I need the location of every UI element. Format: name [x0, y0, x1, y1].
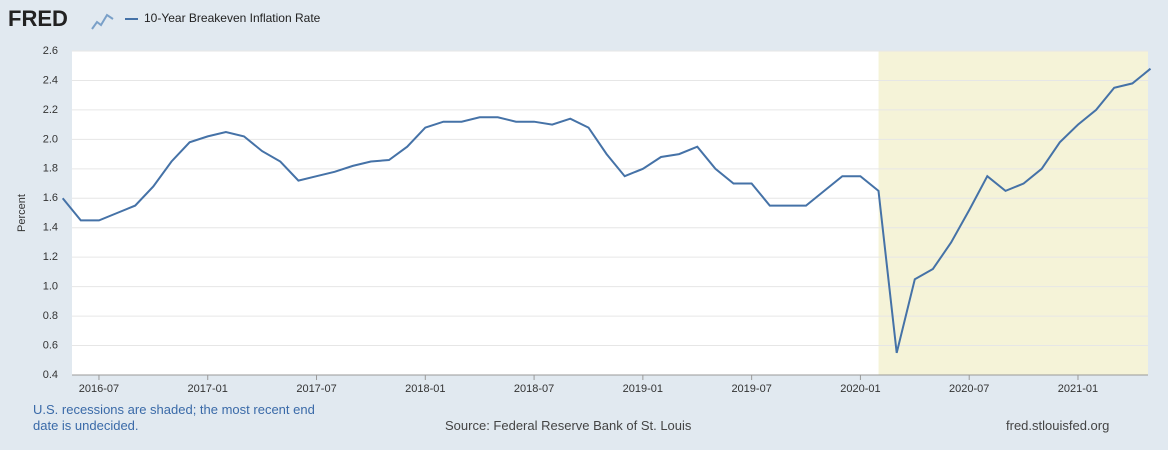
x-tick-label: 2018-07	[514, 383, 554, 395]
series-line	[61, 67, 1152, 354]
x-tick-label: 2020-01	[840, 383, 880, 395]
y-tick-label: 1.8	[43, 163, 58, 175]
recession-shade	[878, 51, 1148, 375]
y-tick-label: 0.4	[43, 369, 58, 381]
x-tick-label: 2018-01	[405, 383, 445, 395]
y-tick-label: 1.0	[43, 281, 58, 293]
site-link[interactable]: fred.stlouisfed.org	[1006, 418, 1110, 433]
y-tick-label: 2.2	[43, 104, 58, 116]
x-tick-label: 2019-07	[731, 383, 771, 395]
y-tick-label: 1.4	[43, 222, 58, 234]
y-axis-label: Percent	[16, 194, 28, 232]
y-tick-label: 2.0	[43, 133, 58, 145]
y-tick-label: 0.8	[43, 310, 58, 322]
logo[interactable]: FRED	[8, 6, 68, 31]
y-tick-label: 2.4	[43, 74, 58, 86]
x-tick-label: 2020-07	[949, 383, 989, 395]
x-tick-label: 2016-07	[79, 383, 119, 395]
source: Source: Federal Reserve Bank of St. Loui…	[445, 418, 692, 433]
y-tick-label: 1.6	[43, 192, 58, 204]
y-tick-label: 2.6	[43, 45, 58, 57]
y-tick-label: 1.2	[43, 251, 58, 263]
y-tick-label: 0.6	[43, 339, 58, 351]
logo-icon	[91, 13, 114, 30]
x-tick-label: 2019-01	[623, 383, 663, 395]
legend-label: 10-Year Breakeven Inflation Rate	[144, 11, 321, 25]
x-tick-label: 2017-07	[296, 383, 336, 395]
x-tick-label: 2021-01	[1058, 383, 1098, 395]
x-tick-label: 2017-01	[188, 383, 228, 395]
footnote: U.S. recessions are shaded; the most rec…	[33, 402, 315, 433]
